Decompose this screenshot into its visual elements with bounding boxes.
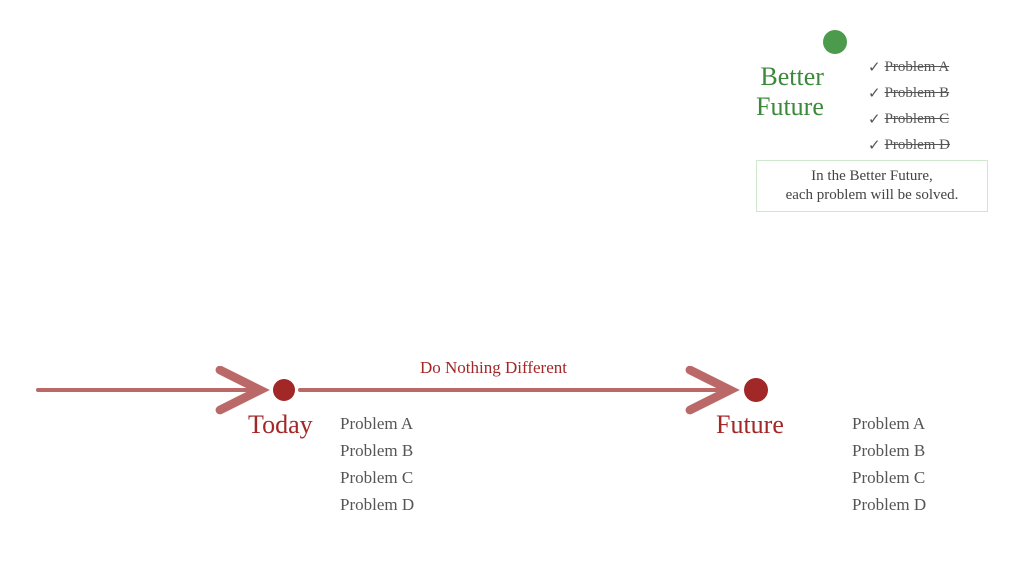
solved-item-label: Problem D [885, 137, 950, 154]
problem-item: Problem D [340, 495, 414, 515]
check-icon: ✓ [868, 136, 881, 155]
problem-item: Problem C [852, 468, 926, 488]
problem-item: Problem B [340, 441, 414, 461]
better-future-solved-list: ✓Problem A✓Problem B✓Problem C✓Problem D [868, 58, 950, 155]
today-problem-list: Problem A Problem B Problem C Problem D [340, 414, 414, 515]
solved-item: ✓Problem C [868, 110, 950, 129]
caption-line1: In the Better Future, [811, 167, 933, 186]
problem-item: Problem C [340, 468, 414, 488]
caption-line2: each problem will be solved. [786, 186, 959, 205]
future-problem-list: Problem A Problem B Problem C Problem D [852, 414, 926, 515]
problem-item: Problem B [852, 441, 926, 461]
check-icon: ✓ [868, 110, 881, 129]
better-future-dot [823, 30, 847, 54]
solved-item-label: Problem C [885, 111, 950, 128]
do-nothing-label: Do Nothing Different [420, 358, 567, 378]
solved-item-label: Problem B [885, 85, 950, 102]
check-icon: ✓ [868, 84, 881, 103]
solved-item-label: Problem A [885, 59, 950, 76]
today-label: Today [248, 410, 313, 440]
better-future-label-line1: Better [756, 62, 824, 92]
better-future-label: Better Future [756, 62, 824, 122]
problem-item: Problem A [852, 414, 926, 434]
check-icon: ✓ [868, 58, 881, 77]
better-future-caption: In the Better Future, each problem will … [756, 160, 988, 212]
future-dot [744, 378, 768, 402]
solved-item: ✓Problem A [868, 58, 950, 77]
better-future-label-line2: Future [756, 92, 824, 122]
solved-item: ✓Problem D [868, 136, 950, 155]
problem-item: Problem D [852, 495, 926, 515]
future-label: Future [716, 410, 784, 440]
today-dot [273, 379, 295, 401]
problem-item: Problem A [340, 414, 414, 434]
solved-item: ✓Problem B [868, 84, 950, 103]
